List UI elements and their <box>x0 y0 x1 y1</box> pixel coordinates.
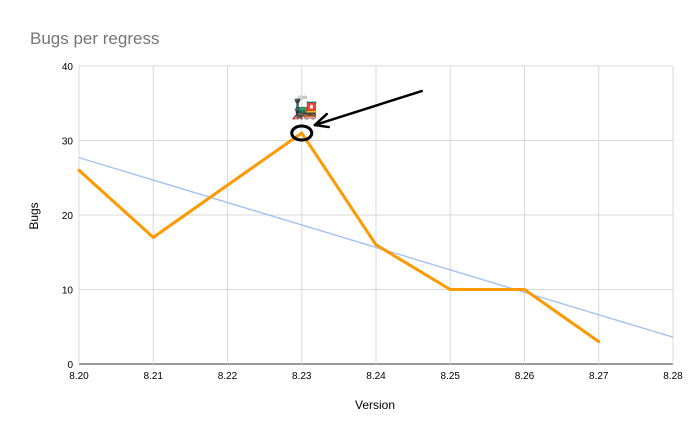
highlight-circle <box>290 124 314 142</box>
data-point <box>448 288 452 291</box>
x-tick-label: 8.21 <box>144 371 164 382</box>
annotations: 🚂 <box>290 89 423 142</box>
x-tick-label: 8.20 <box>69 371 89 382</box>
x-tick-label: 8.24 <box>366 371 386 382</box>
x-tick-label: 8.22 <box>218 371 238 382</box>
x-tick-label: 8.26 <box>515 371 535 382</box>
y-tick-label: 20 <box>62 211 74 222</box>
data-point <box>523 288 526 291</box>
x-tick-label: 8.23 <box>292 371 312 382</box>
y-tick-labels: 0 10 20 30 40 <box>62 62 74 371</box>
data-point <box>300 131 304 135</box>
arrow-head <box>313 112 330 129</box>
x-tick-label: 8.28 <box>663 371 683 382</box>
chart-title: Bugs per regress <box>30 29 159 48</box>
x-tick-labels: 8.20 8.21 8.22 8.23 8.24 8.25 8.26 8.27 8.28 <box>69 371 683 382</box>
y-tick-label: 10 <box>62 286 74 297</box>
data-point <box>597 340 601 344</box>
x-tick-label: 8.27 <box>589 371 609 382</box>
trendline-group <box>78 156 674 338</box>
trendline <box>78 156 674 338</box>
y-axis-label: Bugs <box>27 202 41 229</box>
y-tick-label: 40 <box>62 62 74 73</box>
series-line <box>77 131 601 344</box>
data-point <box>77 168 81 172</box>
data-point <box>151 235 155 239</box>
x-tick-label: 8.25 <box>441 371 461 382</box>
chart-grid <box>78 65 674 365</box>
series-group <box>77 131 601 344</box>
locomotive-icon: 🚂 <box>291 95 318 121</box>
y-tick-label: 30 <box>62 137 74 148</box>
y-tick-label: 0 <box>67 360 73 371</box>
annotation-arrow <box>313 89 423 127</box>
data-point <box>374 243 378 247</box>
x-axis-label: Version <box>355 398 395 412</box>
